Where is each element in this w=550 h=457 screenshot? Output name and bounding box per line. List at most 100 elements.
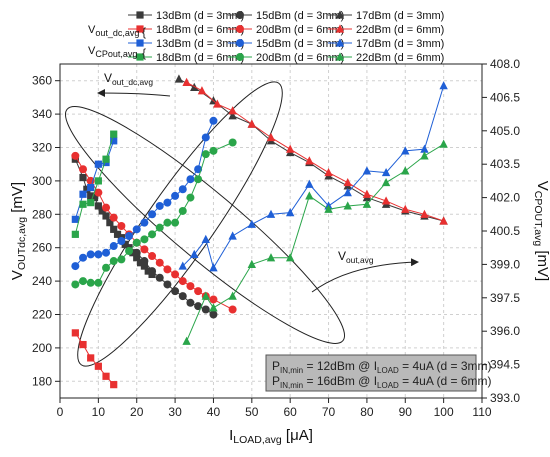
data-point <box>381 177 391 187</box>
data-point <box>247 259 257 268</box>
data-point <box>79 277 88 286</box>
x-axis-title: ILOAD,avg [μA] <box>229 427 313 446</box>
data-point <box>113 230 122 238</box>
data-point <box>228 106 237 115</box>
data-point <box>148 210 157 219</box>
data-point <box>420 209 429 218</box>
data-point <box>71 329 79 337</box>
series-12 <box>182 139 448 345</box>
data-point <box>209 303 218 312</box>
series-2 <box>132 248 218 319</box>
x-tick-label: 60 <box>284 405 298 419</box>
x-axis-title-sub: LOAD,avg <box>233 434 282 446</box>
data-point <box>79 253 88 262</box>
info-line: PIN,min = 16dBm @ ILOAD = 4uA (d = 6mm) <box>272 374 492 390</box>
x-tick-label: 110 <box>472 405 491 419</box>
data-point <box>155 273 164 282</box>
data-point <box>201 305 210 314</box>
legend-group-label: Vout_dc,avg <box>88 24 139 38</box>
y-left-tick-label: 280 <box>32 207 52 221</box>
data-point <box>117 237 126 246</box>
data-point <box>117 255 126 264</box>
y-left-tick-label: 340 <box>32 107 52 121</box>
info-line-part: IN,min <box>280 366 303 375</box>
x-tick-label: 90 <box>399 405 413 419</box>
x-tick-label: 10 <box>92 405 106 419</box>
data-point <box>343 177 352 187</box>
data-point <box>155 223 164 232</box>
info-line-part: LOAD <box>377 366 399 375</box>
legend-entry-label: 15dBm (d = 3mm) <box>256 10 344 22</box>
y-right-tick-label: 403.5 <box>490 157 520 171</box>
x-tick-label: 50 <box>245 405 259 419</box>
legend-brace: { <box>142 25 146 39</box>
x-tick-label: 30 <box>168 405 182 419</box>
legend-marker <box>136 11 144 19</box>
data-point <box>121 240 129 248</box>
annotation-label-vout-dc: Vout_dc,avg <box>104 71 153 87</box>
data-point <box>136 259 145 267</box>
data-point <box>194 302 203 311</box>
y-right-axis-title-unit: [mV] <box>534 246 550 281</box>
y-right-tick-label: 394.5 <box>490 358 520 372</box>
y-left-tick-label: 320 <box>32 141 52 155</box>
data-point <box>228 305 237 314</box>
data-point <box>266 209 276 218</box>
data-point <box>401 146 410 155</box>
data-point <box>155 258 164 267</box>
data-point <box>178 277 187 286</box>
data-point <box>209 146 218 155</box>
data-point <box>140 245 149 254</box>
data-point <box>228 138 237 147</box>
data-point <box>132 248 141 257</box>
data-point <box>178 261 187 270</box>
x-tick-label: 70 <box>322 405 336 419</box>
info-box <box>265 354 477 392</box>
data-point <box>110 381 118 389</box>
info-line-part: P <box>272 359 280 373</box>
data-point <box>109 257 118 266</box>
data-point <box>197 86 207 95</box>
data-point <box>163 265 172 274</box>
data-point <box>79 173 87 182</box>
y-left-axis-title-unit: [mV] <box>9 182 26 217</box>
data-point <box>324 167 333 177</box>
data-point <box>171 287 180 296</box>
y-left-tick-label: 260 <box>32 241 52 255</box>
data-point <box>109 242 118 251</box>
data-point <box>186 282 195 291</box>
data-point <box>125 247 134 256</box>
data-point <box>140 257 149 266</box>
data-point <box>439 216 448 225</box>
legend-entry-label: 22dBm (d = 6mm) <box>356 52 444 64</box>
legend-entry-label: 22dBm (d = 6mm) <box>356 24 444 36</box>
legend-marker <box>236 39 244 47</box>
legend-entry-label: 17dBm (d = 3mm) <box>356 38 444 50</box>
y-right-tick-label: 399.0 <box>490 257 520 271</box>
legend-marker <box>136 53 144 61</box>
data-point <box>148 252 157 261</box>
x-axis-title-main: I <box>229 427 233 444</box>
data-point <box>228 111 237 120</box>
data-point <box>87 192 95 200</box>
data-point <box>94 278 103 287</box>
data-point <box>140 218 149 227</box>
data-point <box>178 292 187 301</box>
data-point <box>163 218 172 227</box>
data-point <box>102 372 110 380</box>
data-point <box>343 201 352 210</box>
data-point <box>110 225 118 233</box>
data-point <box>133 254 141 262</box>
y-right-tick-label: 393.0 <box>490 391 520 405</box>
data-point <box>98 207 106 215</box>
data-point <box>266 132 276 142</box>
y-left-tick-label: 220 <box>32 308 52 322</box>
y-left-tick-label: 240 <box>32 274 52 288</box>
legend-marker <box>236 11 244 19</box>
data-point <box>213 99 222 108</box>
y-right-tick-label: 406.5 <box>490 90 520 104</box>
annotation-label-vout-dc-sub: out_dc,avg <box>112 77 153 87</box>
legend-marker <box>236 25 244 33</box>
data-point <box>94 362 102 370</box>
y-left-tick-label: 200 <box>32 341 52 355</box>
